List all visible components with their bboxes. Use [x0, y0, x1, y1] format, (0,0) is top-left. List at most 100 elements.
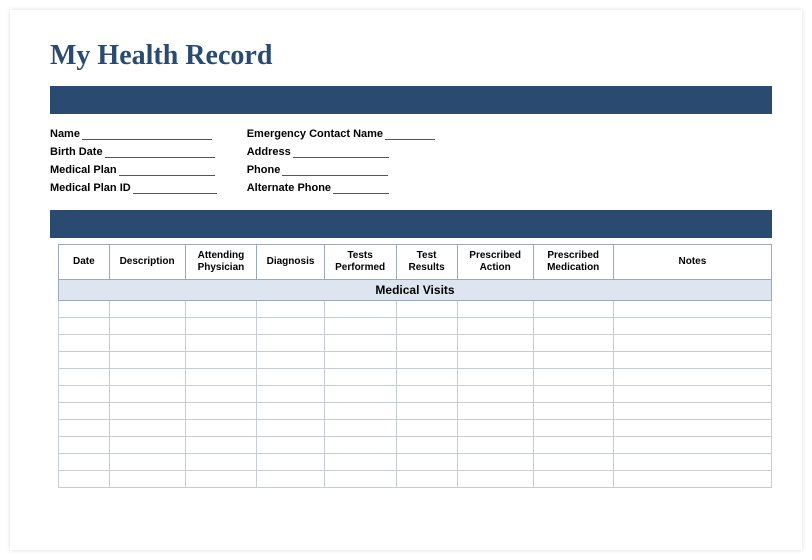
field-underline[interactable] [133, 182, 217, 194]
table-cell[interactable] [59, 471, 110, 488]
field-underline[interactable] [105, 146, 215, 158]
table-cell[interactable] [324, 369, 396, 386]
table-cell[interactable] [257, 352, 325, 369]
table-cell[interactable] [324, 318, 396, 335]
table-cell[interactable] [109, 471, 185, 488]
table-cell[interactable] [457, 318, 533, 335]
table-cell[interactable] [533, 471, 613, 488]
table-cell[interactable] [613, 352, 771, 369]
table-cell[interactable] [109, 352, 185, 369]
table-cell[interactable] [324, 454, 396, 471]
table-cell[interactable] [613, 454, 771, 471]
table-cell[interactable] [257, 369, 325, 386]
table-cell[interactable] [59, 301, 110, 318]
table-cell[interactable] [59, 352, 110, 369]
table-cell[interactable] [396, 386, 457, 403]
table-cell[interactable] [59, 403, 110, 420]
table-cell[interactable] [185, 318, 257, 335]
table-cell[interactable] [613, 318, 771, 335]
table-cell[interactable] [457, 301, 533, 318]
table-cell[interactable] [533, 403, 613, 420]
table-cell[interactable] [59, 318, 110, 335]
table-cell[interactable] [109, 301, 185, 318]
table-cell[interactable] [109, 403, 185, 420]
table-cell[interactable] [457, 437, 533, 454]
table-cell[interactable] [533, 454, 613, 471]
table-cell[interactable] [109, 335, 185, 352]
table-cell[interactable] [457, 471, 533, 488]
table-cell[interactable] [257, 335, 325, 352]
table-cell[interactable] [396, 335, 457, 352]
field-underline[interactable] [293, 146, 389, 158]
table-cell[interactable] [109, 386, 185, 403]
table-cell[interactable] [613, 437, 771, 454]
table-cell[interactable] [396, 318, 457, 335]
table-cell[interactable] [533, 318, 613, 335]
table-cell[interactable] [185, 420, 257, 437]
table-cell[interactable] [257, 420, 325, 437]
table-cell[interactable] [533, 335, 613, 352]
table-cell[interactable] [185, 301, 257, 318]
field-underline[interactable] [82, 128, 212, 140]
table-cell[interactable] [396, 369, 457, 386]
table-cell[interactable] [59, 437, 110, 454]
table-cell[interactable] [59, 386, 110, 403]
table-cell[interactable] [396, 471, 457, 488]
table-cell[interactable] [533, 352, 613, 369]
table-cell[interactable] [185, 352, 257, 369]
table-cell[interactable] [257, 318, 325, 335]
table-cell[interactable] [109, 369, 185, 386]
table-cell[interactable] [533, 437, 613, 454]
table-cell[interactable] [109, 437, 185, 454]
table-cell[interactable] [613, 403, 771, 420]
table-cell[interactable] [257, 403, 325, 420]
table-cell[interactable] [396, 403, 457, 420]
table-cell[interactable] [533, 369, 613, 386]
table-cell[interactable] [257, 454, 325, 471]
table-cell[interactable] [324, 352, 396, 369]
table-cell[interactable] [257, 301, 325, 318]
table-cell[interactable] [257, 471, 325, 488]
table-cell[interactable] [324, 471, 396, 488]
table-cell[interactable] [396, 437, 457, 454]
field-underline[interactable] [385, 128, 435, 140]
field-underline[interactable] [282, 164, 388, 176]
table-cell[interactable] [533, 386, 613, 403]
table-cell[interactable] [185, 369, 257, 386]
table-cell[interactable] [457, 403, 533, 420]
table-cell[interactable] [59, 369, 110, 386]
table-cell[interactable] [613, 471, 771, 488]
table-cell[interactable] [533, 420, 613, 437]
field-underline[interactable] [333, 182, 389, 194]
table-cell[interactable] [396, 454, 457, 471]
field-underline[interactable] [119, 164, 215, 176]
table-cell[interactable] [257, 437, 325, 454]
table-cell[interactable] [324, 386, 396, 403]
table-cell[interactable] [457, 454, 533, 471]
table-cell[interactable] [457, 352, 533, 369]
table-cell[interactable] [324, 420, 396, 437]
table-cell[interactable] [396, 420, 457, 437]
table-cell[interactable] [109, 454, 185, 471]
table-cell[interactable] [59, 335, 110, 352]
table-cell[interactable] [613, 420, 771, 437]
table-cell[interactable] [59, 420, 110, 437]
table-cell[interactable] [59, 454, 110, 471]
table-cell[interactable] [457, 335, 533, 352]
table-cell[interactable] [324, 403, 396, 420]
table-cell[interactable] [613, 335, 771, 352]
table-cell[interactable] [396, 301, 457, 318]
table-cell[interactable] [185, 335, 257, 352]
table-cell[interactable] [185, 386, 257, 403]
table-cell[interactable] [457, 386, 533, 403]
table-cell[interactable] [324, 301, 396, 318]
table-cell[interactable] [613, 386, 771, 403]
table-cell[interactable] [185, 471, 257, 488]
table-cell[interactable] [613, 301, 771, 318]
table-cell[interactable] [457, 420, 533, 437]
table-cell[interactable] [324, 437, 396, 454]
table-cell[interactable] [396, 352, 457, 369]
table-cell[interactable] [257, 386, 325, 403]
table-cell[interactable] [613, 369, 771, 386]
table-cell[interactable] [185, 437, 257, 454]
